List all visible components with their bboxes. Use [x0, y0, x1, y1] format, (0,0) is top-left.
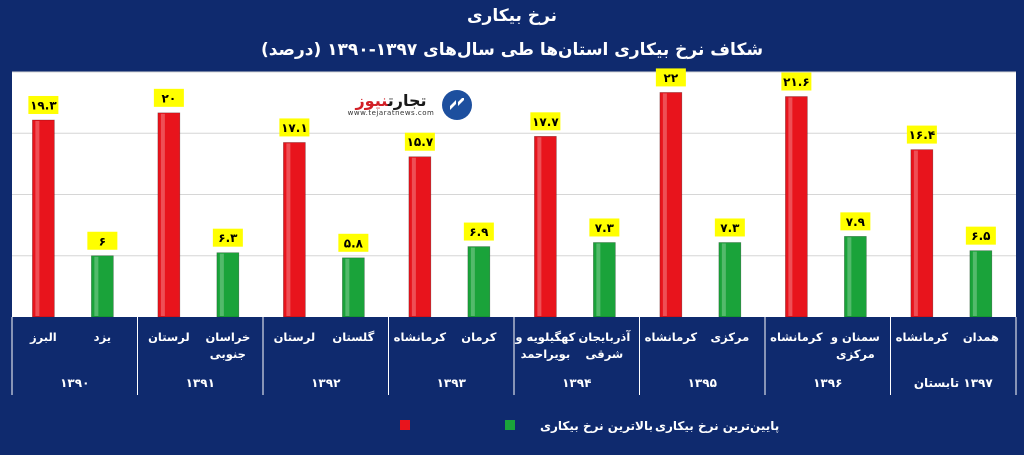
value-label: ۷.۹: [846, 215, 866, 229]
value-label-box: [153, 88, 184, 107]
value-label: ۶: [99, 234, 106, 248]
value-label-box: [87, 231, 118, 250]
province-label: کرمانشاه: [645, 330, 698, 344]
bar-highlight: [345, 258, 350, 316]
value-label: ۶.۵: [971, 229, 990, 243]
value-label-box: [906, 125, 937, 144]
value-label: ۱۶.۴: [909, 128, 936, 142]
bar-highlight: [972, 251, 977, 316]
value-labels-layer: ۱۹.۳ ۶ ۲۰ ۶.۳ ۱۷.۱ ۵.۸ ۱۵.۷ ۶.۹ ۱۷.۷ ۷.۳ ۲۲ ۷.۳ ۲۱.۶…: [28, 68, 996, 252]
value-label: ۶.۹: [469, 225, 489, 239]
province-label: کرمان: [461, 330, 496, 344]
value-label-box: [530, 112, 561, 131]
bar-highlight: [470, 247, 475, 316]
bar-highlight: [94, 256, 99, 316]
bar-highlight: [537, 137, 542, 316]
value-label: ۲۰: [162, 91, 177, 105]
province-label: کرمانشاه: [896, 330, 949, 344]
value-label-box: [655, 68, 686, 87]
province-label: سمنان و مرکزی: [830, 330, 880, 361]
legend: بالاترین نرخ بیکاری پایین‌ترین نرخ بیکاری: [400, 419, 779, 433]
year-label: ۱۳۹۴: [562, 376, 591, 390]
year-label: ۱۳۹۲: [311, 376, 341, 390]
value-label: ۱۹.۳: [30, 98, 57, 112]
value-label-box: [714, 218, 745, 237]
bar-highlight: [160, 113, 165, 316]
bar-highlight: [219, 253, 224, 316]
tejaratnews-logo: تجارتنیوز www.tejaratnews.com: [330, 82, 490, 128]
bars-layer: [32, 92, 993, 318]
legend-swatch: [505, 420, 515, 430]
province-label: خراسان جنوبی: [205, 330, 250, 362]
value-label: ۱۵.۷: [407, 135, 434, 149]
bar-highlight: [411, 157, 416, 316]
province-label: یزد: [94, 330, 111, 344]
bar-highlight: [721, 243, 726, 316]
value-label-box: [404, 132, 435, 151]
value-label: ۷.۳: [595, 221, 615, 235]
bar-highlight: [596, 243, 601, 316]
province-label: کرمانشاه: [770, 330, 823, 344]
province-label: لرستان: [148, 330, 190, 344]
value-label: ۱۷.۷: [532, 115, 559, 129]
chart-title: نرخ بیکاری: [466, 6, 558, 26]
logo-name-accent: نیوز: [355, 91, 388, 111]
province-label: کرمانشاه: [394, 330, 447, 344]
value-label: ۲۱.۶: [783, 75, 810, 89]
year-label: ۱۳۹۷ تابستان: [914, 376, 994, 390]
province-label: گلستان: [332, 330, 374, 344]
bar-highlight: [286, 143, 291, 316]
bar-highlight: [662, 93, 667, 317]
year-label: ۱۳۹۶: [813, 376, 842, 390]
legend-swatch: [400, 420, 410, 430]
year-label: ۱۳۹۰: [60, 376, 89, 390]
province-label: همدان: [963, 330, 999, 344]
value-label-box: [212, 228, 243, 247]
logo-url: www.tejaratnews.com: [347, 108, 435, 117]
year-label: ۱۳۹۵: [688, 376, 717, 390]
logo-arrow-icon: [442, 90, 473, 120]
province-label: آذربایجان شرقی: [578, 330, 631, 361]
value-label: ۷.۳: [720, 221, 740, 235]
legend-label: پایین‌ترین نرخ بیکاری: [655, 419, 779, 433]
logo-name-main: تجارت: [387, 91, 427, 111]
province-label: مرکزی: [711, 330, 750, 344]
legend-label: بالاترین نرخ بیکاری: [540, 419, 653, 433]
value-label: ۲۲: [664, 71, 679, 85]
chart-subtitle: شکاف نرخ بیکاری استان‌ها طی سال‌های ۱۳۹۷…: [260, 40, 764, 60]
value-label-box: [589, 218, 620, 237]
value-label-box: [840, 212, 871, 231]
value-label-box: [338, 233, 369, 252]
year-label: ۱۳۹۳: [437, 376, 467, 390]
value-label: ۱۷.۱: [281, 121, 308, 135]
category-labels-layer: البرز یزد ۱۳۹۰ لرستان خراسان جنوبی ۱۳۹۱ لرستان گ…: [11, 317, 1017, 397]
value-label-box: [781, 72, 812, 91]
province-label: کهگیلویه و بویراحمد: [514, 330, 575, 362]
value-label: ۶.۳: [218, 231, 238, 245]
value-label-box: [965, 226, 996, 245]
province-label: البرز: [29, 330, 57, 344]
bar-highlight: [788, 97, 793, 316]
bar-highlight: [913, 150, 918, 316]
year-label: ۱۳۹۱: [186, 376, 215, 390]
bar-highlight: [847, 237, 852, 316]
value-label: ۵.۸: [344, 236, 364, 250]
value-label-box: [279, 118, 310, 137]
province-label: لرستان: [274, 330, 316, 344]
value-label-box: [463, 222, 494, 241]
bar-highlight: [35, 120, 40, 317]
value-label-box: [28, 95, 59, 114]
